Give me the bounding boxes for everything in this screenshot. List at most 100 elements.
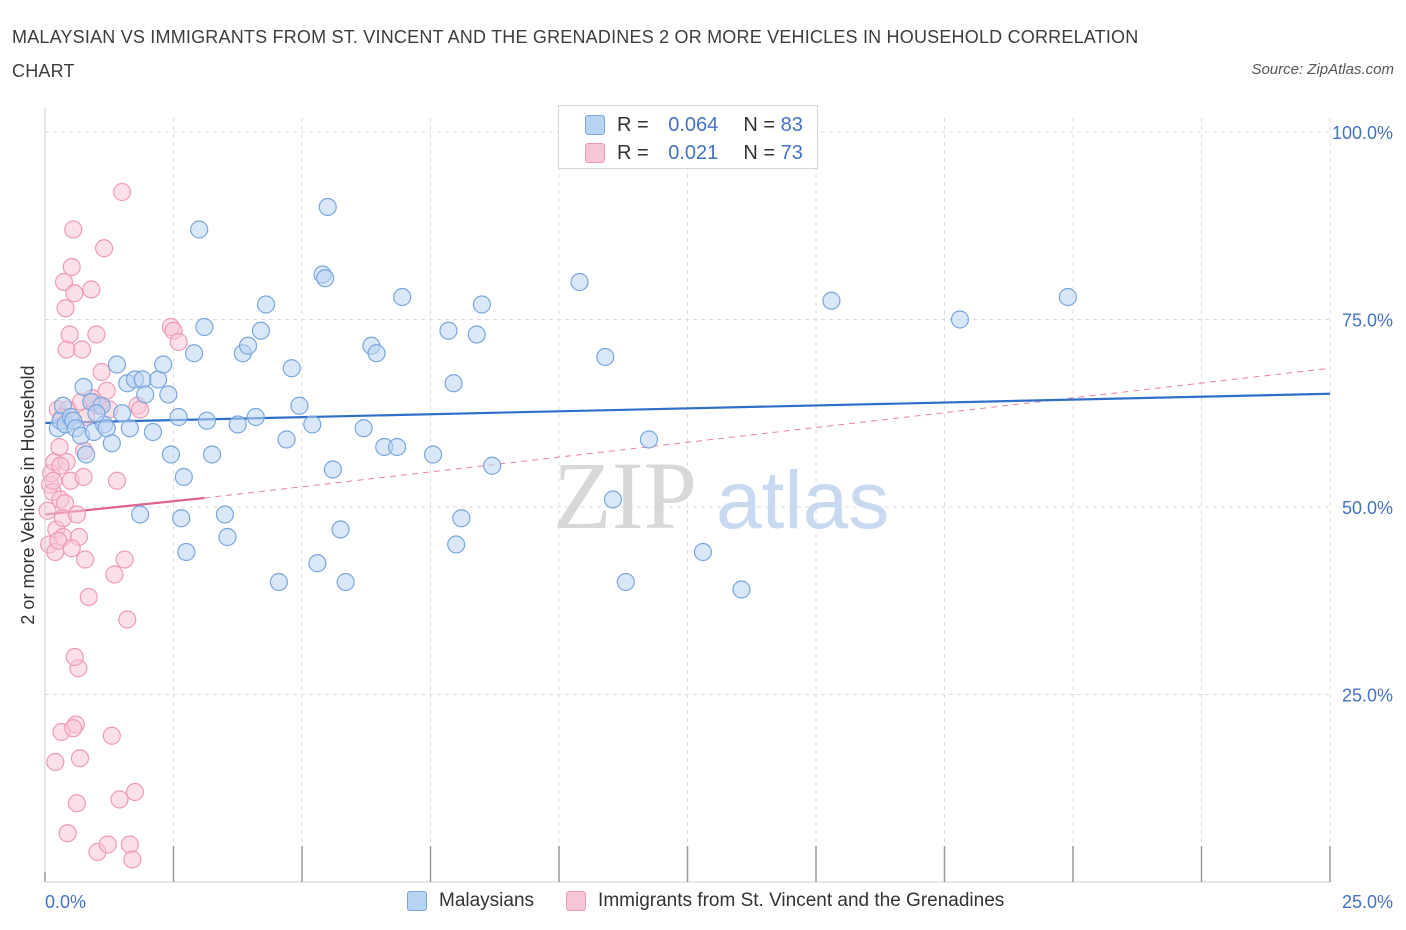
- data-point-immigrants: [75, 550, 95, 569]
- data-point-immigrants: [65, 284, 84, 303]
- series-malaysians-points: [48, 197, 1077, 599]
- legend-r-label: R =: [617, 113, 649, 136]
- data-point-malaysians: [290, 396, 309, 415]
- data-point-malaysians: [251, 321, 270, 340]
- chart-source: Source: ZipAtlas.com: [1251, 61, 1394, 78]
- y-axis-label: 2 or more Vehicles in Household: [18, 365, 38, 624]
- data-point-immigrants: [87, 325, 106, 344]
- correlation-legend: R = 0.064 N = 83 R = 0.021 N = 73: [558, 105, 818, 169]
- axis-layer: 25.0% 50.0% 75.0% 100.0% 0.0% 25.0%: [44, 108, 1393, 912]
- data-point-malaysians: [107, 355, 127, 374]
- series-legend: Malaysians Immigrants from St. Vincent a…: [407, 890, 1004, 912]
- data-point-malaysians: [256, 295, 276, 314]
- data-point-immigrants: [115, 550, 134, 569]
- y-tick-label: 100.0%: [1332, 123, 1393, 143]
- legend-row-immigrants: R = 0.021 N = 73: [585, 141, 803, 165]
- data-point-malaysians: [102, 434, 121, 453]
- data-point-malaysians: [197, 411, 217, 430]
- data-point-immigrants: [67, 794, 86, 813]
- data-point-malaysians: [195, 317, 214, 337]
- data-point-immigrants: [65, 647, 84, 667]
- data-point-immigrants: [118, 610, 137, 629]
- data-point-immigrants: [54, 272, 74, 292]
- data-point-malaysians: [277, 430, 296, 449]
- data-point-malaysians: [308, 554, 327, 573]
- watermark-atlas: atlas: [716, 455, 889, 546]
- data-point-malaysians: [190, 220, 209, 239]
- data-point-immigrants: [46, 752, 65, 772]
- data-point-immigrants: [70, 749, 90, 768]
- data-point-malaysians: [143, 422, 163, 442]
- trend-line-immigrants-extended: [204, 367, 1331, 499]
- data-point-malaysians: [228, 415, 247, 434]
- data-point-immigrants: [56, 299, 75, 318]
- data-point-immigrants: [92, 362, 111, 382]
- data-point-malaysians: [303, 415, 322, 434]
- legend-n-label: N =: [743, 141, 776, 164]
- data-point-malaysians: [367, 344, 386, 363]
- data-point-malaysians: [154, 355, 173, 374]
- legend-n-value: 73: [780, 141, 803, 164]
- data-point-immigrants: [110, 790, 129, 809]
- data-point-malaysians: [282, 359, 301, 378]
- data-point-malaysians: [130, 505, 150, 524]
- data-point-immigrants: [64, 719, 83, 738]
- data-point-malaysians: [1058, 287, 1077, 307]
- data-point-malaysians: [202, 445, 222, 464]
- data-point-immigrants: [64, 220, 83, 239]
- data-point-malaysians: [570, 272, 589, 292]
- data-point-immigrants: [120, 835, 139, 854]
- y-tick-label: 75.0%: [1342, 311, 1393, 331]
- legend-r-value: 0.064: [668, 113, 719, 136]
- data-point-immigrants: [74, 467, 93, 487]
- data-point-malaysians: [177, 542, 196, 562]
- data-point-immigrants: [38, 501, 57, 520]
- data-point-immigrants: [102, 726, 121, 745]
- data-point-malaysians: [423, 445, 443, 464]
- data-point-malaysians: [822, 291, 841, 310]
- data-point-malaysians: [316, 269, 335, 288]
- data-point-malaysians: [120, 419, 139, 438]
- data-point-immigrants: [44, 471, 63, 490]
- data-point-malaysians: [269, 572, 288, 592]
- legend-label-immigrants: Immigrants from St. Vincent and the Gren…: [598, 890, 1005, 911]
- data-point-immigrants: [107, 471, 127, 490]
- data-point-malaysians: [603, 490, 623, 509]
- data-point-immigrants: [79, 587, 98, 607]
- data-point-immigrants: [50, 437, 69, 457]
- legend-label-malaysians: Malaysians: [439, 890, 535, 911]
- data-point-malaysians: [169, 407, 188, 427]
- data-point-immigrants: [58, 824, 77, 843]
- data-point-immigrants: [62, 257, 81, 277]
- data-point-immigrants: [72, 340, 92, 359]
- data-point-malaysians: [184, 344, 204, 363]
- y-tick-label: 25.0%: [1342, 686, 1393, 706]
- legend-swatch-blue: [585, 115, 605, 135]
- data-point-malaysians: [215, 505, 234, 524]
- data-point-malaysians: [74, 377, 93, 397]
- data-point-immigrants: [51, 456, 70, 475]
- legend-r-label: R =: [617, 141, 649, 164]
- data-point-malaysians: [483, 456, 502, 475]
- data-point-malaysians: [467, 325, 486, 344]
- data-point-malaysians: [732, 580, 751, 599]
- legend-swatch-pink: [585, 143, 605, 163]
- data-point-malaysians: [112, 404, 132, 423]
- data-point-malaysians: [246, 407, 265, 427]
- data-point-immigrants: [98, 835, 117, 854]
- data-point-malaysians: [218, 527, 237, 547]
- data-point-malaysians: [161, 445, 181, 464]
- data-point-malaysians: [354, 419, 373, 438]
- data-point-malaysians: [472, 295, 491, 314]
- data-point-malaysians: [87, 404, 106, 423]
- legend-row-malaysians: R = 0.064 N = 83: [585, 113, 803, 137]
- data-point-immigrants: [123, 850, 142, 869]
- chart-title: MALAYSIAN VS IMMIGRANTS FROM ST. VINCENT…: [12, 27, 1139, 81]
- data-point-malaysians: [447, 535, 466, 554]
- data-point-malaysians: [596, 347, 615, 367]
- legend-swatch-malaysians: [407, 891, 427, 911]
- data-point-immigrants: [67, 505, 86, 524]
- data-point-malaysians: [318, 197, 337, 217]
- data-point-immigrants: [62, 539, 81, 558]
